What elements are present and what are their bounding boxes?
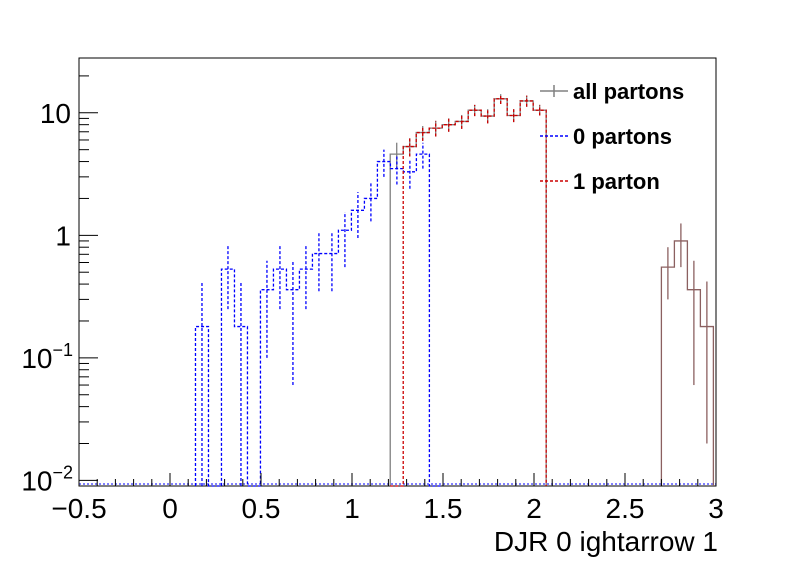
histogram-step [389,98,547,486]
y-tick-label: 10 [40,98,71,129]
x-tick-label: 0 [162,493,178,524]
legend-label: all partons [573,79,684,104]
y-tick-label: 1 [55,220,71,251]
x-tick-label: 2 [526,493,542,524]
series-all-partons [389,94,547,486]
x-tick-label: 2.5 [606,493,645,524]
series-layer [79,94,716,487]
series-1-parton [390,94,547,487]
legend-label: 1 parton [573,169,660,194]
series-extra [660,223,715,486]
histogram-step [660,240,715,486]
x-axis-title: DJR 0 ightarrow 1 [494,526,718,557]
x-tick-label: −0.5 [51,493,106,524]
x-tick-label: 1 [344,493,360,524]
series-0-partons [194,142,443,487]
x-tick-label: 3 [708,493,724,524]
plot-border [78,57,717,487]
x-tick-label: 1.5 [424,493,463,524]
legend-label: 0 partons [573,124,672,149]
histogram-step [194,153,443,487]
axis-layer: −0.5 0 0.5 1 1.5 2 2.5 3 10−2 10−1 1 10 [21,75,724,524]
x-tick-label: 0.5 [242,493,281,524]
legend: all partons 0 partons 1 parton [540,79,684,194]
plot-frame [78,57,717,487]
y-tick-label: 10−1 [21,340,73,374]
histogram-step [390,98,547,487]
y-tick-label: 10−2 [21,462,73,496]
